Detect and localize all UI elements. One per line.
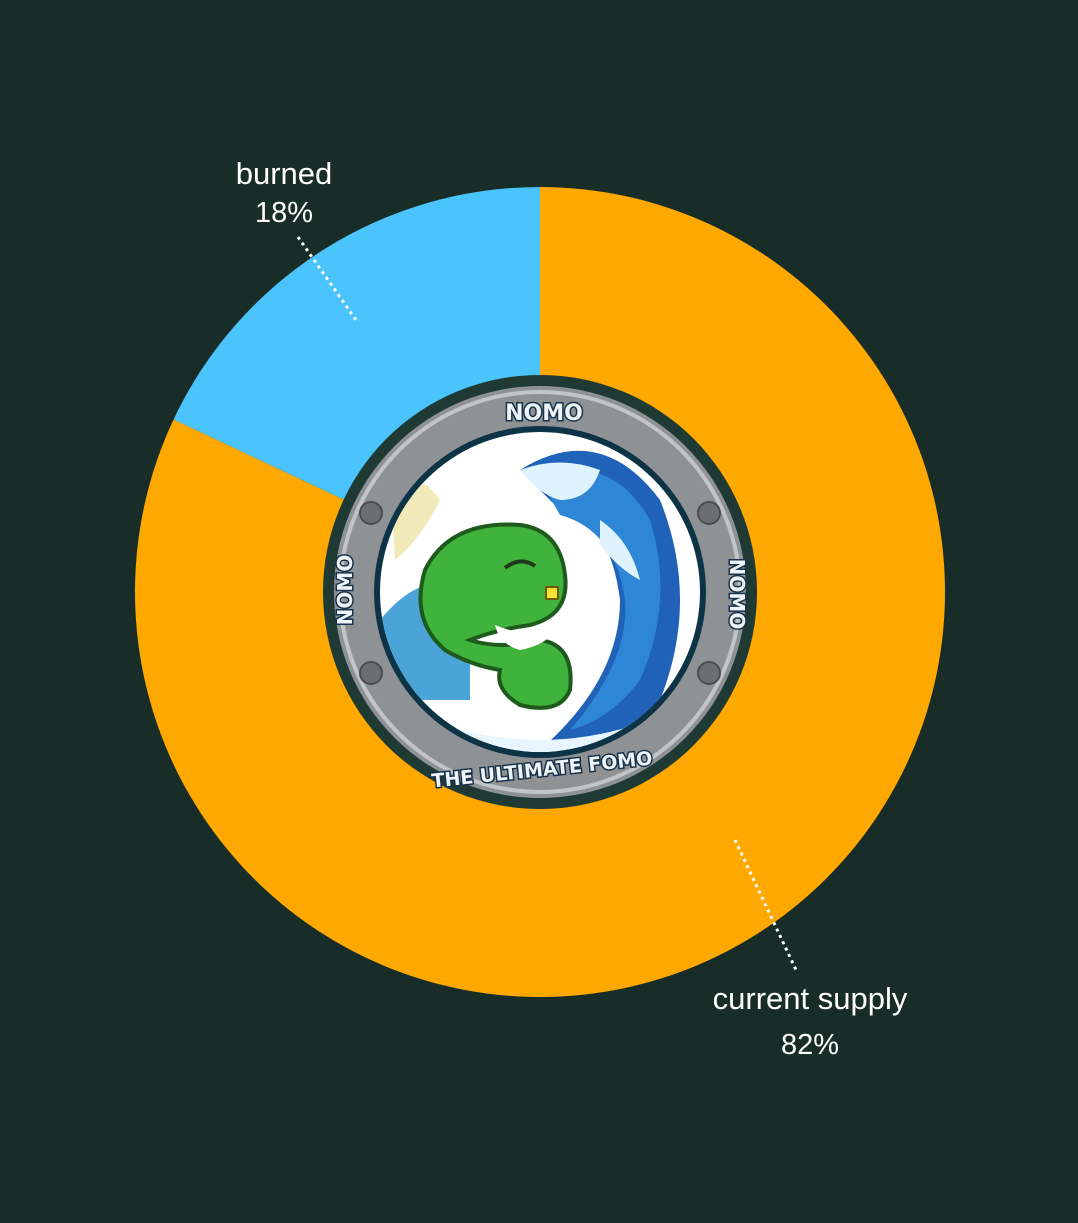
emblem-ring-highlight [338,390,742,794]
emblem-top-text: NOMO [505,401,583,426]
screw-icons [359,501,721,685]
emblem-right-text: NOMO [725,559,749,630]
slice-burned [173,187,540,501]
creature-eye [503,559,537,570]
creature-grin [495,625,560,650]
wave-inner [540,471,661,730]
slice-label-current-supply: current supply [713,981,908,1016]
slice-current-supply [134,187,945,997]
slice-labels: burned 18% current supply 82% [236,156,908,1061]
donut-slices [134,187,945,997]
wave-crest [520,462,600,500]
screw-icon [359,501,383,525]
foam-bottom [430,720,650,752]
leader-lines [296,236,799,973]
slice-label-burned: burned [236,156,333,191]
wave-spray [600,520,640,580]
slice-value-current-supply: 82% [781,1029,839,1061]
slice-value-burned: 18% [255,197,313,229]
nomo-emblem: NOMO NOMO NOMO THE ULTIMATE FOMO [323,375,757,809]
screw-icon [697,501,721,525]
emblem-left-text: NOMO [333,555,357,626]
leader-line-current-supply [733,839,799,973]
creature-tooth [545,586,559,600]
screw-icon [697,661,721,685]
leader-line-burned [296,236,358,321]
screw-icon [359,661,383,685]
